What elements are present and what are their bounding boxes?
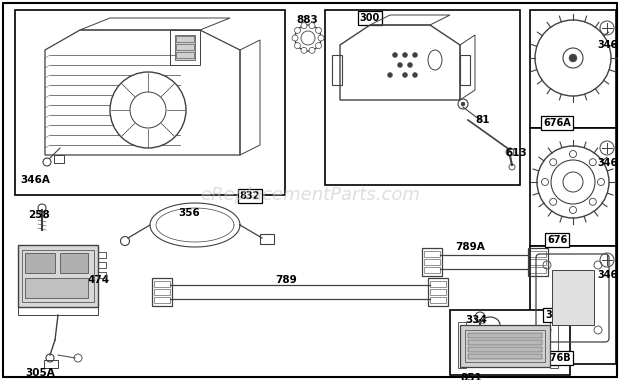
Bar bbox=[468, 354, 542, 359]
Text: 883: 883 bbox=[296, 15, 317, 25]
Text: 613: 613 bbox=[505, 148, 527, 158]
Text: 832: 832 bbox=[240, 191, 260, 201]
Bar bbox=[424, 251, 440, 257]
Bar bbox=[60, 253, 88, 273]
Text: eReplacementParts.com: eReplacementParts.com bbox=[200, 186, 420, 204]
Bar bbox=[530, 10, 616, 128]
Bar bbox=[468, 347, 542, 352]
Text: 346: 346 bbox=[597, 270, 618, 280]
Bar bbox=[530, 259, 546, 265]
Circle shape bbox=[412, 73, 417, 78]
Bar bbox=[424, 267, 440, 273]
Circle shape bbox=[407, 62, 412, 68]
Text: 676: 676 bbox=[547, 235, 567, 245]
Bar bbox=[528, 248, 548, 276]
Bar bbox=[430, 289, 446, 295]
Bar bbox=[54, 155, 64, 163]
Circle shape bbox=[402, 73, 407, 78]
Bar bbox=[154, 289, 170, 295]
Bar bbox=[176, 44, 194, 50]
Text: 346A: 346A bbox=[20, 175, 50, 185]
Circle shape bbox=[309, 48, 315, 53]
Bar bbox=[176, 52, 194, 58]
Text: 676A: 676A bbox=[543, 118, 571, 128]
Bar bbox=[98, 262, 106, 268]
Bar bbox=[468, 340, 542, 345]
Text: 333: 333 bbox=[545, 310, 565, 320]
Bar bbox=[460, 325, 550, 367]
Bar bbox=[550, 322, 558, 368]
Bar bbox=[25, 278, 88, 298]
Circle shape bbox=[292, 35, 298, 41]
Text: 346: 346 bbox=[597, 158, 618, 168]
Text: 258: 258 bbox=[28, 210, 50, 220]
Circle shape bbox=[397, 62, 402, 68]
Bar bbox=[450, 310, 570, 375]
Bar bbox=[325, 10, 520, 185]
Circle shape bbox=[301, 23, 307, 28]
Bar bbox=[424, 259, 440, 265]
Circle shape bbox=[402, 52, 407, 57]
Bar bbox=[15, 10, 285, 195]
Bar bbox=[332, 55, 342, 85]
Bar bbox=[260, 234, 274, 244]
Bar bbox=[460, 55, 470, 85]
Text: 305A: 305A bbox=[25, 368, 55, 378]
Bar bbox=[154, 281, 170, 287]
Bar bbox=[430, 281, 446, 287]
Bar bbox=[154, 297, 170, 303]
Text: 356: 356 bbox=[178, 208, 200, 218]
Bar bbox=[98, 252, 106, 258]
Bar bbox=[530, 246, 616, 364]
Circle shape bbox=[388, 73, 392, 78]
Bar bbox=[552, 270, 594, 325]
Bar bbox=[44, 360, 58, 368]
Circle shape bbox=[392, 52, 397, 57]
Bar bbox=[98, 272, 106, 278]
Bar bbox=[176, 36, 194, 42]
Bar bbox=[428, 278, 448, 306]
Circle shape bbox=[294, 27, 301, 33]
Bar bbox=[22, 250, 94, 302]
Circle shape bbox=[412, 52, 417, 57]
Circle shape bbox=[461, 102, 465, 106]
Bar bbox=[152, 278, 172, 306]
Text: 81: 81 bbox=[475, 115, 490, 125]
Text: 334: 334 bbox=[465, 315, 487, 325]
Bar bbox=[175, 35, 195, 60]
Bar bbox=[530, 251, 546, 257]
Bar bbox=[530, 267, 546, 273]
Bar bbox=[18, 245, 98, 307]
Bar bbox=[25, 253, 55, 273]
Text: 346: 346 bbox=[597, 40, 618, 50]
Text: 789A: 789A bbox=[455, 242, 485, 252]
Bar bbox=[422, 248, 442, 276]
Text: 474: 474 bbox=[88, 275, 110, 285]
Circle shape bbox=[318, 35, 324, 41]
Bar bbox=[18, 305, 98, 315]
Bar bbox=[468, 333, 542, 338]
Text: 676B: 676B bbox=[543, 353, 571, 363]
Bar bbox=[465, 330, 545, 362]
Bar bbox=[458, 322, 466, 368]
Circle shape bbox=[309, 23, 315, 28]
Bar bbox=[430, 297, 446, 303]
Text: 300: 300 bbox=[360, 13, 380, 23]
Circle shape bbox=[316, 27, 322, 33]
Circle shape bbox=[294, 43, 301, 49]
Bar bbox=[530, 128, 616, 246]
Text: 789: 789 bbox=[275, 275, 297, 285]
Text: 851: 851 bbox=[460, 373, 482, 380]
Circle shape bbox=[110, 72, 186, 148]
Circle shape bbox=[301, 48, 307, 53]
Circle shape bbox=[569, 54, 577, 62]
Circle shape bbox=[316, 43, 322, 49]
